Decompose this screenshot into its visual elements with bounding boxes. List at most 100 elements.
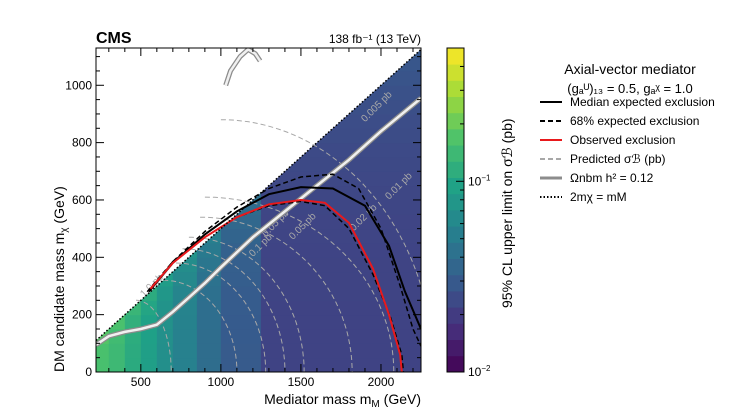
y-axis-label: DM candidate mass mχ (GeV) <box>51 186 70 372</box>
heatmap-cell <box>260 257 421 273</box>
colorbar-step <box>447 323 464 340</box>
legend-entry-label: Ωnbm h² = 0.12 <box>570 171 654 185</box>
heatmap-cell <box>260 199 421 215</box>
colorbar-tick-label: 10−2 <box>468 364 491 379</box>
luminosity-label: 138 fb⁻¹ (13 TeV) <box>329 32 421 46</box>
colorbar-step <box>447 226 464 243</box>
heatmap-cell <box>124 357 142 372</box>
predicted-contour <box>188 236 305 372</box>
predicted-contour <box>175 262 267 372</box>
colorbar: 10−2 10−1 95% CL upper limit on σℬ (pb) <box>446 47 515 379</box>
legend-entry-label: Observed exclusion <box>570 133 675 147</box>
heatmap-cell <box>140 357 158 372</box>
x-tick-label: 1000 <box>208 375 235 389</box>
heatmap-cell <box>140 343 158 359</box>
colorbar-step <box>447 112 464 130</box>
colorbar-step <box>447 96 464 114</box>
heatmap-cell <box>220 357 262 372</box>
heatmap-cell <box>172 328 198 344</box>
observed-exclusion <box>149 198 403 372</box>
y-tick-label: 0 <box>85 365 92 379</box>
heatmap-cell <box>196 357 222 372</box>
heatmap-cell <box>196 328 222 344</box>
colorbar-step <box>447 145 464 162</box>
heatmap-cell <box>172 343 198 359</box>
colorbar-step <box>447 64 464 81</box>
x-tick-label: 2000 <box>368 375 395 389</box>
heatmap-cell <box>196 343 222 359</box>
predicted-contour <box>182 248 286 372</box>
expected-plus-1sigma <box>146 173 421 347</box>
y-tick-label: 200 <box>72 308 92 322</box>
relic-density-lower-inner <box>96 97 421 346</box>
heatmap-cell <box>220 300 262 316</box>
predicted-contour <box>163 279 238 372</box>
exclusion-curves <box>96 48 421 372</box>
x-tick-label: 1500 <box>288 375 315 389</box>
colorbar-step <box>447 210 464 227</box>
heatmap-cell <box>172 314 198 330</box>
heatmap-cell <box>220 343 262 359</box>
heatmap-cell <box>124 343 142 359</box>
heatmap-cell <box>156 357 174 372</box>
colorbar-step <box>447 161 464 178</box>
heatmap-cell <box>220 285 262 301</box>
heatmap-cell <box>196 242 222 258</box>
colorbar-ticks: 10−2 10−1 <box>456 65 491 379</box>
heatmap-cell <box>260 285 421 301</box>
heatmap-cell <box>172 271 198 287</box>
heatmap-cell <box>156 343 174 359</box>
colorbar-step <box>447 274 464 292</box>
heatmap-cell <box>196 314 222 330</box>
heatmap-cell <box>108 357 126 372</box>
colorbar-step <box>447 48 464 65</box>
colorbar-step <box>447 339 464 357</box>
x-axis-label: Mediator mass mM (GeV) <box>264 391 421 410</box>
heatmap-cell <box>96 343 110 359</box>
median-expected-exclusion <box>148 186 421 330</box>
experiment-label: CMS <box>96 30 132 47</box>
heatmap-cell <box>260 271 421 287</box>
heatmap-cell <box>108 343 126 359</box>
heatmap-cell <box>140 300 158 316</box>
heatmap-cell <box>260 242 421 258</box>
colorbar-step <box>447 307 464 324</box>
colorbar-step <box>447 355 464 373</box>
legend-entry-label: Predicted σℬ (pb) <box>570 152 666 166</box>
legend-header-couplings: (gₐᵁ)₁₃ = 0.5, gₐᵡ = 1.0 <box>567 81 693 96</box>
heatmap-cell <box>196 285 222 301</box>
heatmap-cell <box>156 328 174 344</box>
heatmap-cell <box>140 328 158 344</box>
relic-density-upper-inner <box>224 48 262 86</box>
y-tick-label: 600 <box>72 193 92 207</box>
legend-entry-label: Median expected exclusion <box>570 95 715 109</box>
heatmap-cell <box>260 300 421 316</box>
heatmap-cell <box>220 328 262 344</box>
heatmap-cell <box>156 300 174 316</box>
heatmap-cell <box>172 357 198 372</box>
axis-ticks: 500 1000 1500 2000 0 200 400 600 800 1000 <box>65 48 421 389</box>
legend-entries: Median expected exclusion 68% expected ex… <box>540 95 715 204</box>
heatmap-cell <box>220 271 262 287</box>
heatmap-cells <box>96 48 421 372</box>
colorbar-step <box>447 291 464 308</box>
colorbar-tick-label: 10−1 <box>468 173 491 188</box>
heatmap-cell <box>260 314 421 330</box>
colorbar-step <box>447 242 464 259</box>
legend-entry-label: 2mχ = mM <box>570 190 627 204</box>
y-tick-label: 400 <box>72 250 92 264</box>
colorbar-frame <box>446 47 465 373</box>
plot-frame <box>95 47 422 373</box>
predicted-contour <box>200 216 353 372</box>
heatmap-cell <box>260 343 421 359</box>
heatmap-cell <box>96 357 110 372</box>
x-tick-label: 500 <box>131 375 151 389</box>
kinematic-diagonal <box>96 48 421 342</box>
colorbar-step <box>447 80 464 97</box>
expected-minus-1sigma <box>149 200 405 372</box>
legend-entry-label: 68% expected exclusion <box>570 114 699 128</box>
heatmap-cell <box>220 314 262 330</box>
y-tick-label: 800 <box>72 136 92 150</box>
colorbar-step <box>447 129 464 146</box>
